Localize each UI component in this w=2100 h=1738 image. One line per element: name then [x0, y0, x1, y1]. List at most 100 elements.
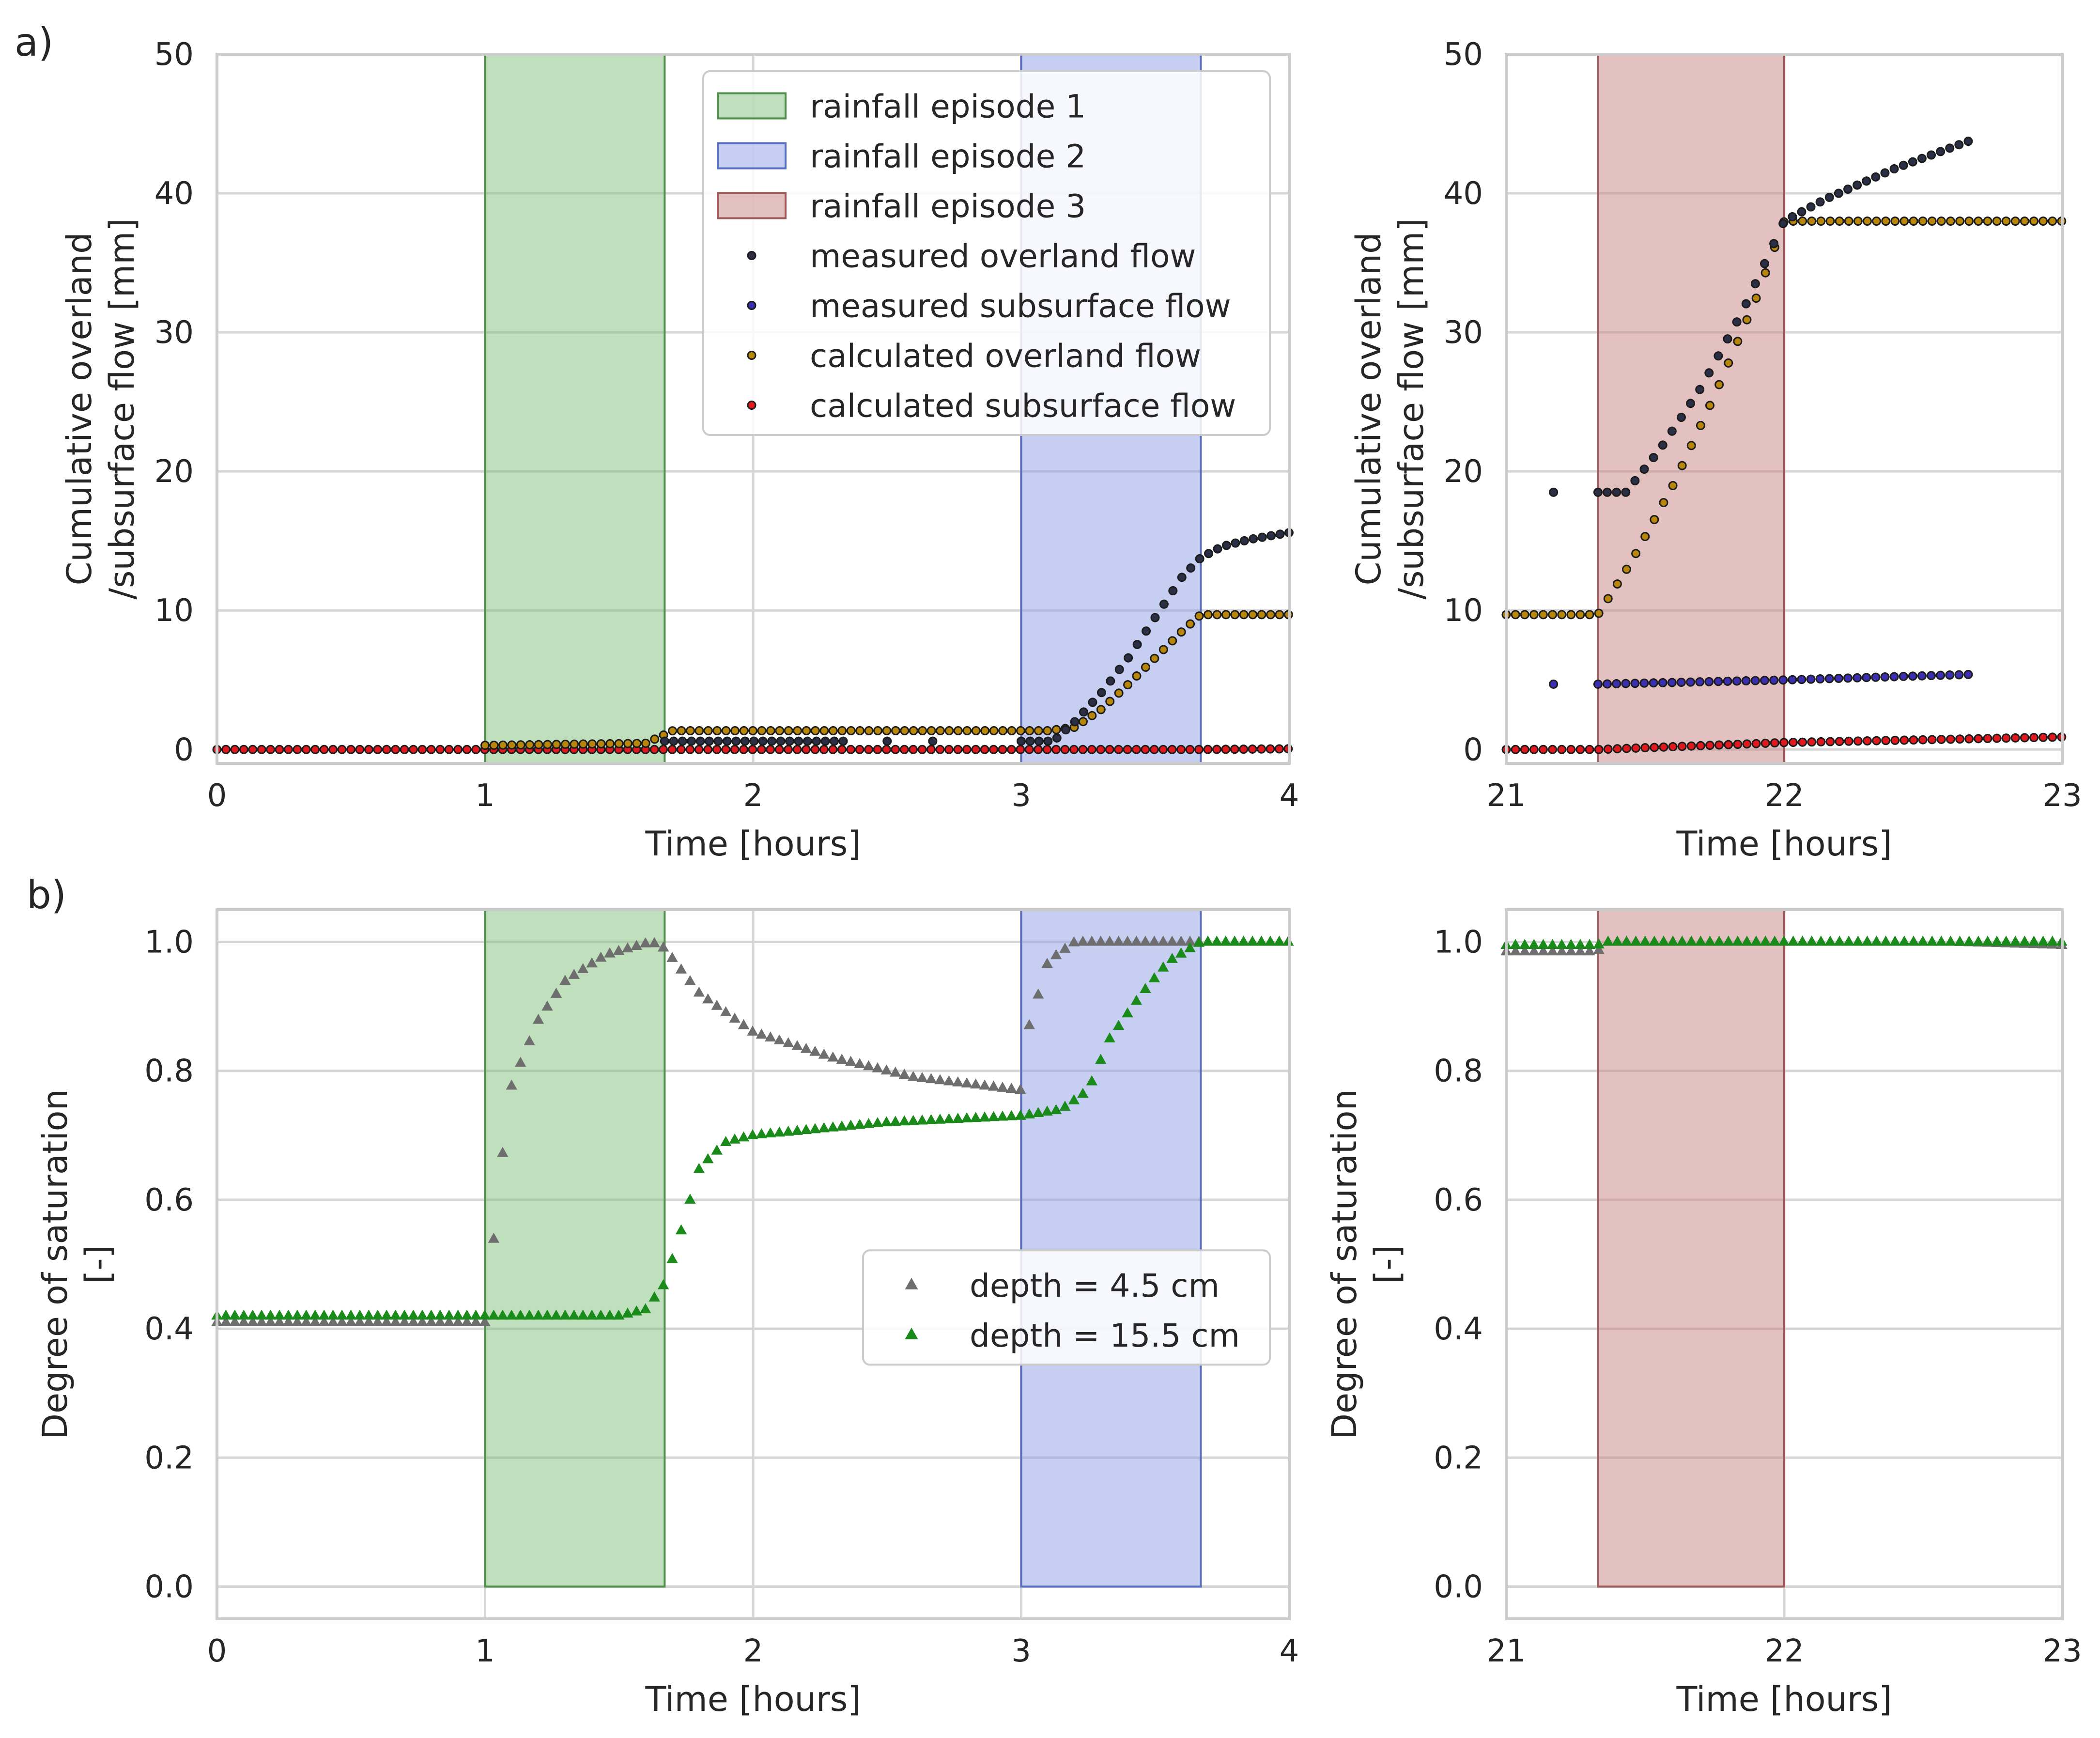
data-point — [220, 1316, 232, 1326]
data-point — [738, 1019, 750, 1029]
data-point — [738, 1131, 750, 1142]
data-point — [685, 745, 695, 754]
data-point — [1935, 935, 1947, 946]
data-point — [1927, 735, 1937, 745]
data-point — [776, 736, 786, 746]
y-tick-label: 0.4 — [144, 1311, 194, 1347]
data-point — [345, 1309, 357, 1320]
data-point — [559, 975, 571, 985]
data-point — [1538, 745, 1548, 754]
data-point — [488, 1309, 500, 1320]
data-point — [863, 1060, 875, 1071]
data-point — [408, 745, 418, 754]
data-point — [578, 739, 588, 749]
data-point — [1751, 294, 1761, 303]
data-point — [1548, 745, 1558, 754]
data-point — [1816, 737, 1826, 746]
data-point — [470, 1316, 482, 1326]
data-point — [702, 993, 714, 1004]
data-point — [1974, 734, 1983, 744]
data-point — [1742, 315, 1752, 325]
data-point — [943, 1113, 955, 1123]
span-rainfall-episode-3 — [1597, 909, 1785, 1588]
data-point — [479, 1309, 491, 1320]
data-point — [1158, 961, 1169, 972]
span-rainfall-episode-3 — [1597, 53, 1785, 764]
data-point — [952, 1076, 964, 1086]
data-point — [1880, 168, 1890, 178]
data-point — [595, 1309, 607, 1320]
data-point — [830, 736, 839, 746]
data-point — [1853, 673, 1862, 683]
legend-label: calculated subsurface flow — [810, 388, 1236, 425]
data-point — [559, 1309, 571, 1320]
data-point — [1204, 549, 1214, 559]
series-depth-15-5-cm — [1500, 935, 2068, 949]
data-point — [389, 1309, 401, 1320]
data-point — [819, 726, 829, 736]
data-point — [1104, 1032, 1115, 1042]
data-point — [1015, 1084, 1026, 1094]
data-point — [1593, 487, 1603, 497]
data-point — [1112, 935, 1125, 946]
data-point — [917, 745, 927, 754]
data-point — [1077, 935, 1089, 946]
data-point — [318, 1316, 330, 1326]
y-axis-label-line: [-] — [78, 1245, 118, 1284]
data-point — [1696, 741, 1705, 750]
data-point — [818, 1048, 830, 1059]
data-point — [488, 1232, 500, 1243]
data-point — [309, 1316, 321, 1326]
data-point — [845, 1119, 857, 1130]
data-point — [1548, 610, 1558, 620]
legend-label: depth = 15.5 cm — [970, 1317, 1240, 1354]
data-point — [827, 1051, 839, 1062]
data-point — [1612, 744, 1622, 754]
data-point — [1677, 461, 1687, 470]
data-point — [1510, 939, 1521, 949]
data-point — [702, 1153, 714, 1164]
data-point — [916, 1114, 928, 1125]
data-point — [657, 941, 669, 952]
data-point — [452, 1316, 464, 1326]
data-point — [1023, 1108, 1035, 1119]
data-point — [791, 1040, 803, 1050]
data-point — [1732, 676, 1742, 686]
data-point — [864, 745, 874, 754]
data-point — [238, 1309, 249, 1320]
axes-frame — [216, 53, 1291, 765]
data-point — [309, 1309, 321, 1320]
data-point — [757, 726, 767, 736]
data-point — [1852, 935, 1864, 946]
data-point — [773, 1034, 785, 1045]
data-point — [1640, 532, 1650, 542]
x-tick-label: 0 — [207, 778, 227, 814]
data-point — [525, 740, 535, 749]
data-point — [1024, 745, 1034, 754]
data-point — [453, 745, 463, 754]
y-tick-label: 1.0 — [1434, 925, 1483, 961]
data-point — [827, 1121, 839, 1132]
data-point — [1229, 935, 1240, 946]
data-point — [1114, 745, 1124, 754]
data-point — [434, 1316, 446, 1326]
data-point — [809, 1045, 821, 1056]
data-point — [1686, 399, 1696, 408]
data-point — [810, 726, 820, 736]
x-tick-label: 4 — [1280, 1633, 1299, 1669]
data-point — [632, 739, 642, 748]
data-point — [880, 1064, 893, 1075]
data-point — [1149, 745, 1159, 754]
data-point — [1631, 549, 1641, 559]
data-point — [568, 1309, 580, 1320]
data-point — [1815, 935, 1827, 946]
data-point — [532, 1309, 544, 1320]
data-point — [882, 726, 892, 736]
series-measured-overland-flow-b- — [882, 736, 938, 746]
data-point — [1602, 935, 1614, 946]
data-point — [641, 738, 650, 748]
data-point — [703, 745, 713, 754]
data-point — [1918, 216, 1928, 226]
y-tick-label: 30 — [1444, 315, 1483, 351]
data-point — [1132, 671, 1142, 681]
